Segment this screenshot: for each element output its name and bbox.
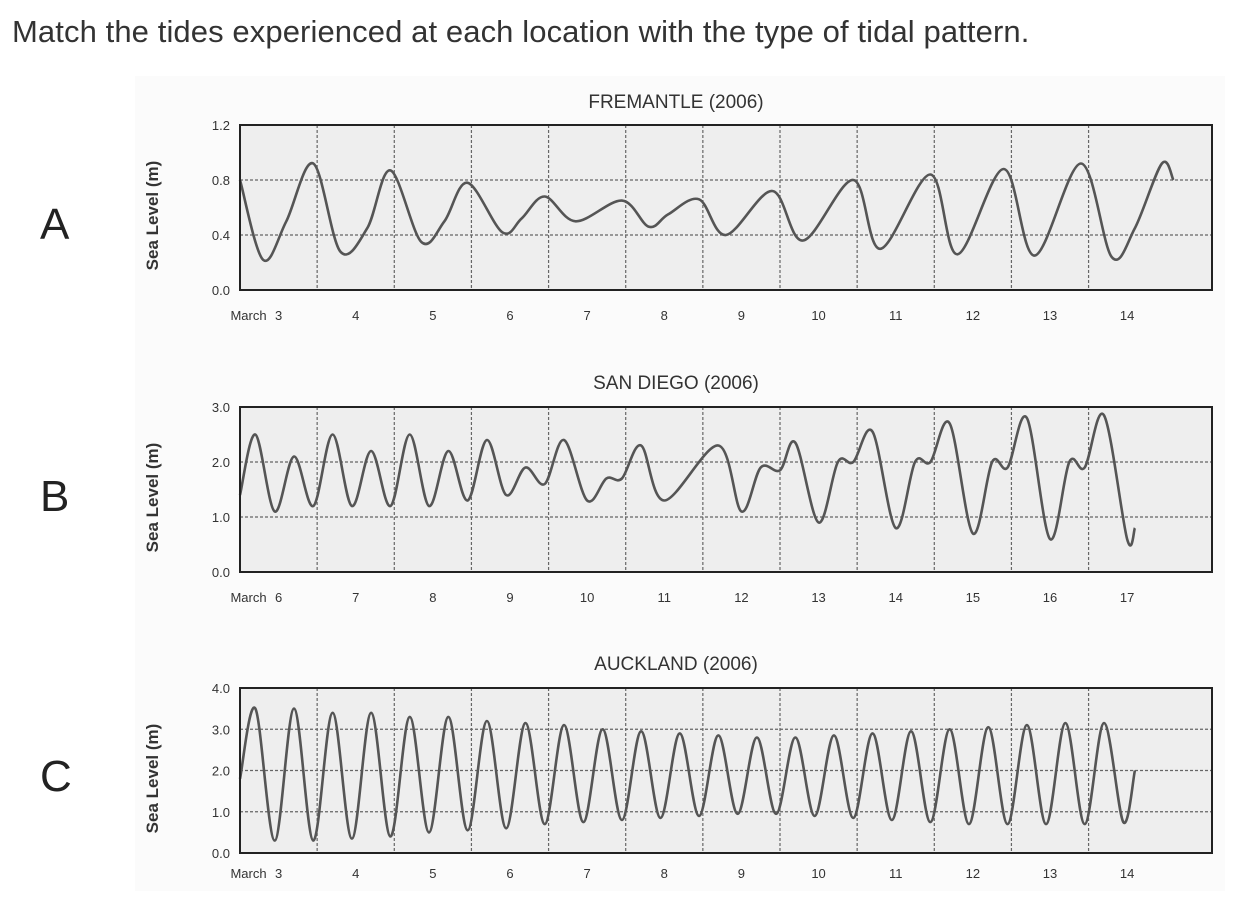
chart-3-title: AUCKLAND (2006)	[594, 654, 758, 675]
chart-2-ytick-label: 1.0	[212, 510, 230, 525]
chart-1-plot-area	[240, 125, 1212, 290]
chart-3-ytick-label: 2.0	[212, 764, 230, 779]
chart-1-ytick-label: 1.2	[212, 118, 230, 133]
chart-3-xtick-label: 5	[429, 866, 436, 881]
chart-2-xtick-label: 15	[966, 590, 980, 605]
chart-2-frame	[239, 406, 1213, 573]
chart-2-ylabel: Sea Level (m)	[143, 443, 162, 553]
panel-label-c: C	[40, 752, 72, 801]
chart-3-frame	[239, 687, 1213, 854]
chart-1-xtick-label: 10	[811, 308, 825, 323]
chart-1-xtick-label: 5	[429, 308, 436, 323]
chart-3-xtick-label: 10	[811, 866, 825, 881]
chart-1-xtick-label: 3	[275, 308, 282, 323]
chart-2-ytick-label: 3.0	[212, 400, 230, 415]
chart-1-ylabel: Sea Level (m)	[143, 161, 162, 271]
chart-1-xtick-label: 7	[584, 308, 591, 323]
chart-3-ytick-label: 0.0	[212, 846, 230, 861]
chart-2-xtick-label: 6	[275, 590, 282, 605]
chart-2-xtick-label: 9	[506, 590, 513, 605]
chart-2-title: SAN DIEGO (2006)	[593, 373, 759, 394]
chart-2-xtick-label: 12	[734, 590, 748, 605]
chart-1-ytick-label: 0.0	[212, 283, 230, 298]
chart-2-series-line	[238, 412, 1137, 547]
question-text: Match the tides experienced at each loca…	[12, 14, 1030, 49]
chart-3-xtick-label: 8	[661, 866, 668, 881]
chart-1-xtick-label: 12	[966, 308, 980, 323]
chart-1-xtick-month: March	[230, 308, 266, 323]
chart-1-series-line	[238, 160, 1175, 263]
chart-3-xtick-label: 4	[352, 866, 359, 881]
chart-1-title: FREMANTLE (2006)	[588, 92, 763, 113]
panel-label-b: B	[40, 472, 70, 521]
chart-3-xtick-label: 14	[1120, 866, 1134, 881]
chart-2-xtick-label: 7	[352, 590, 359, 605]
chart-3-xtick-label: 3	[275, 866, 282, 881]
chart-1-xtick-label: 9	[738, 308, 745, 323]
chart-2-xtick-label: 16	[1043, 590, 1057, 605]
chart-2-xtick-label: 14	[888, 590, 902, 605]
chart-3-xtick-label: 11	[889, 866, 903, 881]
chart-1-xtick-label: 13	[1043, 308, 1057, 323]
chart-2-xtick-month: March	[230, 590, 266, 605]
chart-3-ytick-label: 4.0	[212, 681, 230, 696]
chart-2-xtick-label: 13	[811, 590, 825, 605]
chart-2-xtick-label: 11	[658, 590, 672, 605]
chart-2-ytick-label: 0.0	[212, 565, 230, 580]
chart-3-xtick-label: 12	[966, 866, 980, 881]
chart-3-xtick-label: 9	[738, 866, 745, 881]
chart-1-xtick-label: 6	[506, 308, 513, 323]
chart-2-ytick-label: 2.0	[212, 455, 230, 470]
chart-1-xtick-label: 14	[1120, 308, 1134, 323]
chart-2-xtick-label: 17	[1120, 590, 1134, 605]
chart-3-xtick-label: 6	[506, 866, 513, 881]
chart-3-xtick-label: 13	[1043, 866, 1057, 881]
chart-3-ytick-label: 1.0	[212, 805, 230, 820]
chart-1-ytick-label: 0.8	[212, 173, 230, 188]
chart-3-ylabel: Sea Level (m)	[143, 724, 162, 834]
chart-3-xtick-label: 7	[584, 866, 591, 881]
chart-1-ytick-label: 0.4	[212, 228, 230, 243]
chart-3-ytick-label: 3.0	[212, 722, 230, 737]
chart-2-xtick-label: 8	[429, 590, 436, 605]
chart-2-plot-area	[240, 407, 1212, 572]
chart-1-xtick-label: 11	[889, 308, 903, 323]
chart-1-frame	[239, 124, 1213, 291]
chart-1-xtick-label: 8	[661, 308, 668, 323]
chart-2-xtick-label: 10	[580, 590, 594, 605]
panel-label-a: A	[40, 200, 70, 249]
chart-3-xtick-month: March	[230, 866, 266, 881]
chart-3-series-line	[238, 706, 1137, 842]
chart-1-xtick-label: 4	[352, 308, 359, 323]
